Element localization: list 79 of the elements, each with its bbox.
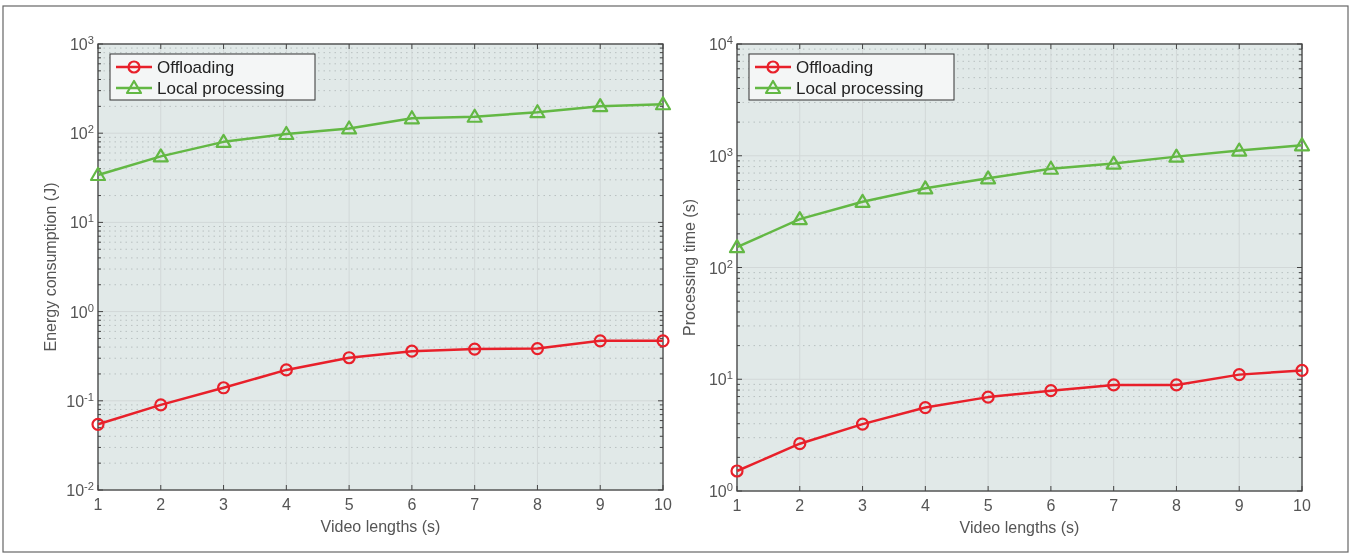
x-tick-label: 9: [595, 496, 605, 513]
y-tick-label: 10$^{-1}$: [66, 390, 94, 410]
legend-label: Offloading: [157, 58, 235, 77]
point: [791, 211, 808, 226]
point: [793, 437, 807, 451]
point: [468, 342, 482, 356]
x-tick-label: 3: [858, 497, 868, 514]
point: [405, 344, 419, 358]
y-tick-label: 10$^{0}$: [69, 301, 94, 321]
point: [592, 98, 609, 113]
y-tick-label: 10$^{3}$: [708, 145, 733, 165]
x-tick-label: 9: [1234, 497, 1244, 514]
x-tick-label: 2: [795, 497, 805, 514]
point: [89, 166, 107, 182]
x-axis-title: Video lengths (s): [320, 518, 441, 535]
point: [1044, 384, 1058, 398]
x-tick-label: 8: [532, 496, 542, 513]
y-tick-label: 10$^{2}$: [69, 123, 94, 143]
y-tick-label: 10$^{4}$: [708, 34, 733, 53]
legend-label: Local processing: [796, 79, 924, 98]
x-tick-label: 4: [920, 497, 930, 514]
point: [917, 180, 934, 195]
x-tick-label: 5: [344, 496, 354, 513]
point: [1293, 137, 1311, 152]
point: [1168, 148, 1185, 163]
x-tick-label: 1: [732, 497, 742, 514]
y-axis-title: Processing time (s): [681, 199, 698, 336]
point: [981, 390, 995, 404]
point: [1107, 378, 1121, 392]
x-tick-label: 2: [156, 496, 166, 513]
x-axis-title: Video lengths (s): [959, 519, 1080, 536]
point: [216, 381, 231, 395]
point: [342, 351, 356, 365]
point: [728, 239, 746, 254]
legend-label: Offloading: [796, 58, 874, 77]
point: [1295, 363, 1309, 377]
x-tick-label: 5: [983, 497, 993, 514]
point: [279, 363, 293, 377]
point: [980, 170, 997, 185]
x-tick-label: 10: [654, 496, 672, 513]
point: [1042, 160, 1059, 175]
point: [403, 110, 420, 125]
y-tick-label: 10$^{1}$: [69, 212, 94, 232]
point: [154, 398, 168, 412]
point: [152, 148, 169, 163]
x-tick-label: 10: [1293, 497, 1311, 514]
point: [278, 125, 295, 141]
point: [593, 334, 607, 348]
x-tick-label: 7: [1109, 497, 1119, 514]
x-tick-label: 1: [93, 496, 103, 513]
x-tick-label: 8: [1171, 497, 1181, 514]
y-tick-label: 10$^{3}$: [69, 34, 94, 53]
legend-label: Local processing: [157, 79, 285, 98]
x-tick-label: 3: [219, 496, 229, 513]
point: [529, 104, 546, 119]
point: [91, 417, 105, 431]
x-tick-label: 7: [470, 496, 480, 513]
point: [1231, 142, 1248, 157]
y-tick-label: 10$^{2}$: [708, 257, 733, 277]
x-tick-label: 6: [407, 496, 417, 513]
point: [656, 334, 670, 348]
y-tick-label: 10$^{1}$: [708, 369, 733, 389]
point: [341, 120, 358, 135]
point: [730, 464, 744, 478]
point: [1105, 155, 1122, 170]
point: [466, 108, 483, 123]
point: [918, 400, 932, 415]
point: [215, 133, 232, 148]
point: [530, 341, 545, 356]
point: [1232, 368, 1246, 382]
x-tick-label: 4: [281, 496, 291, 513]
y-tick-label: 10$^{-2}$: [66, 480, 94, 499]
point: [1169, 378, 1184, 392]
point: [855, 417, 870, 431]
y-axis-title: Energy consumption (J): [42, 182, 59, 352]
point: [654, 96, 672, 111]
point: [854, 193, 871, 208]
y-tick-label: 10$^{0}$: [708, 481, 733, 500]
x-tick-label: 6: [1046, 497, 1056, 514]
